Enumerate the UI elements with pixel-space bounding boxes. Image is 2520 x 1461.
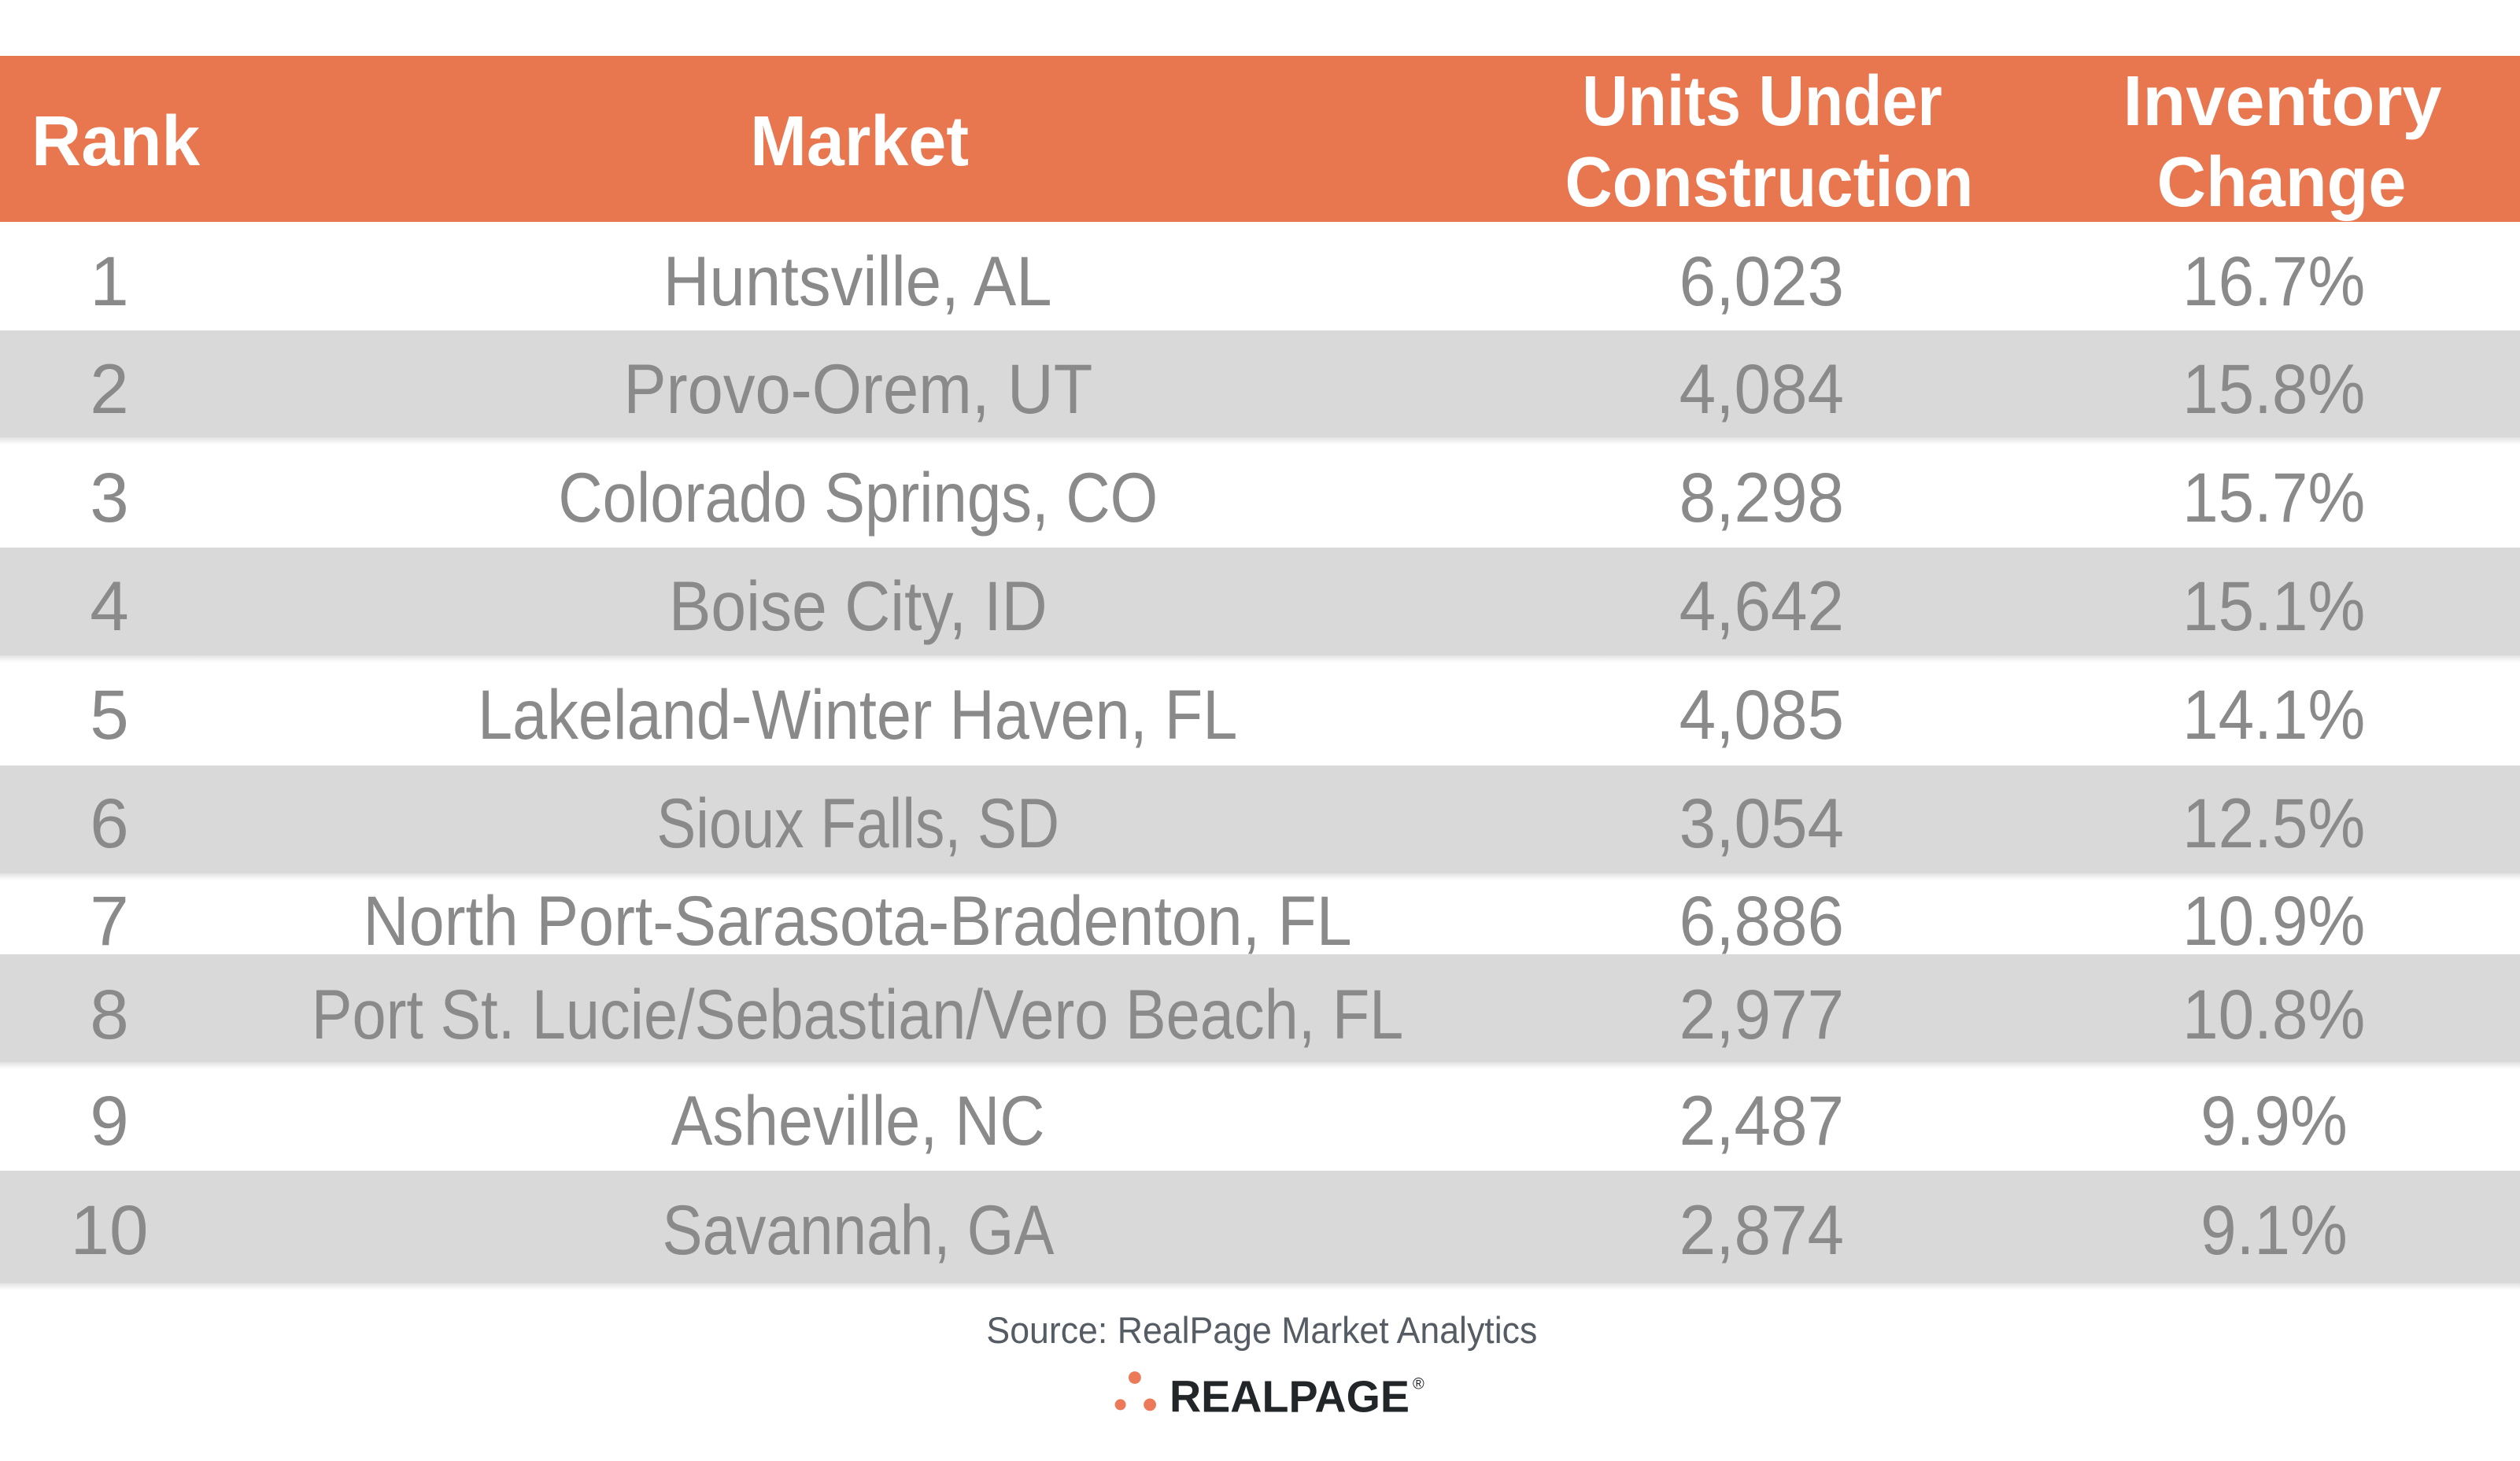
svg-text:®: ® — [1413, 1376, 1424, 1393]
svg-text:REALPAGE: REALPAGE — [1169, 1372, 1410, 1422]
